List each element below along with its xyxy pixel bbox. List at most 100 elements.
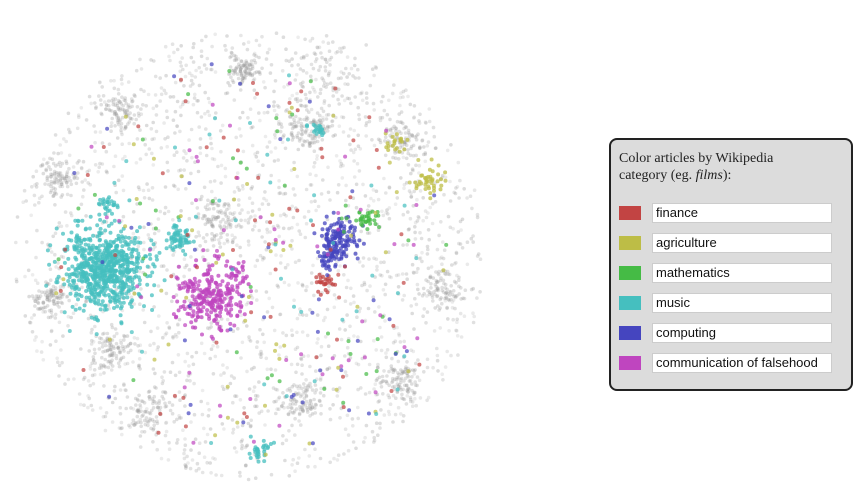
point [77,306,82,311]
point [52,151,56,155]
point [116,346,121,351]
point [21,200,26,204]
point [308,90,312,95]
point [160,381,165,386]
point [45,297,50,302]
point [353,147,358,152]
point [379,348,384,353]
point [397,372,401,377]
point [203,214,207,218]
point [394,146,399,151]
category-input[interactable]: mathematics [652,263,832,283]
point [435,247,440,252]
point [59,151,64,155]
point [334,154,339,158]
point [214,473,218,477]
category-input[interactable]: computing [652,323,832,343]
point [179,174,184,179]
point [100,345,105,349]
point [363,115,368,119]
point [103,343,108,348]
point [110,420,115,424]
point [440,285,444,290]
point [334,255,339,260]
point [228,123,232,128]
point [132,302,136,306]
point [100,299,105,304]
point [99,363,103,367]
point [52,179,57,184]
point [171,225,176,230]
point [178,60,183,65]
point [282,343,287,348]
point [256,175,261,180]
point [120,132,124,137]
point [187,267,192,272]
category-input[interactable]: finance [652,203,832,223]
point [300,400,305,405]
point [265,50,270,55]
point [199,115,204,119]
point [57,221,62,225]
point [445,349,450,354]
point [338,264,342,268]
point [432,290,436,294]
point [203,90,207,95]
point [88,214,93,219]
point [204,272,209,277]
point [378,138,382,142]
point [394,396,398,401]
point [48,290,53,295]
point [114,190,118,195]
point [152,385,157,389]
point [186,461,190,465]
point [129,225,134,230]
point [40,339,44,344]
point [126,343,131,347]
point [201,213,206,218]
point [72,244,77,249]
point [322,81,327,85]
point [126,350,131,355]
point [145,182,149,186]
point [163,405,168,409]
point [246,300,250,305]
point [277,395,282,400]
point [293,193,297,197]
point [166,458,171,462]
point [52,169,57,174]
point [417,163,422,168]
point [341,229,346,234]
point [325,82,330,86]
point [186,373,191,378]
point [42,157,46,162]
point [48,156,52,161]
point [236,76,241,81]
point [284,109,288,113]
category-input[interactable]: agriculture [652,233,832,253]
point [290,133,294,137]
point [205,203,210,207]
point [387,206,392,210]
category-input[interactable]: music [652,293,832,313]
point [382,369,386,373]
point [414,403,419,408]
point [237,198,241,202]
point [373,213,378,218]
point [228,55,232,60]
point [175,150,179,154]
point [347,219,352,224]
point [88,367,93,371]
point [137,278,142,283]
point [253,96,257,100]
point [229,75,233,79]
point [277,119,281,124]
point [188,402,193,407]
point [282,280,287,285]
point [390,385,395,389]
point [114,112,119,117]
point [297,117,302,121]
point [70,288,74,293]
point [304,187,309,192]
category-input[interactable]: communication of falsehood [652,353,832,373]
